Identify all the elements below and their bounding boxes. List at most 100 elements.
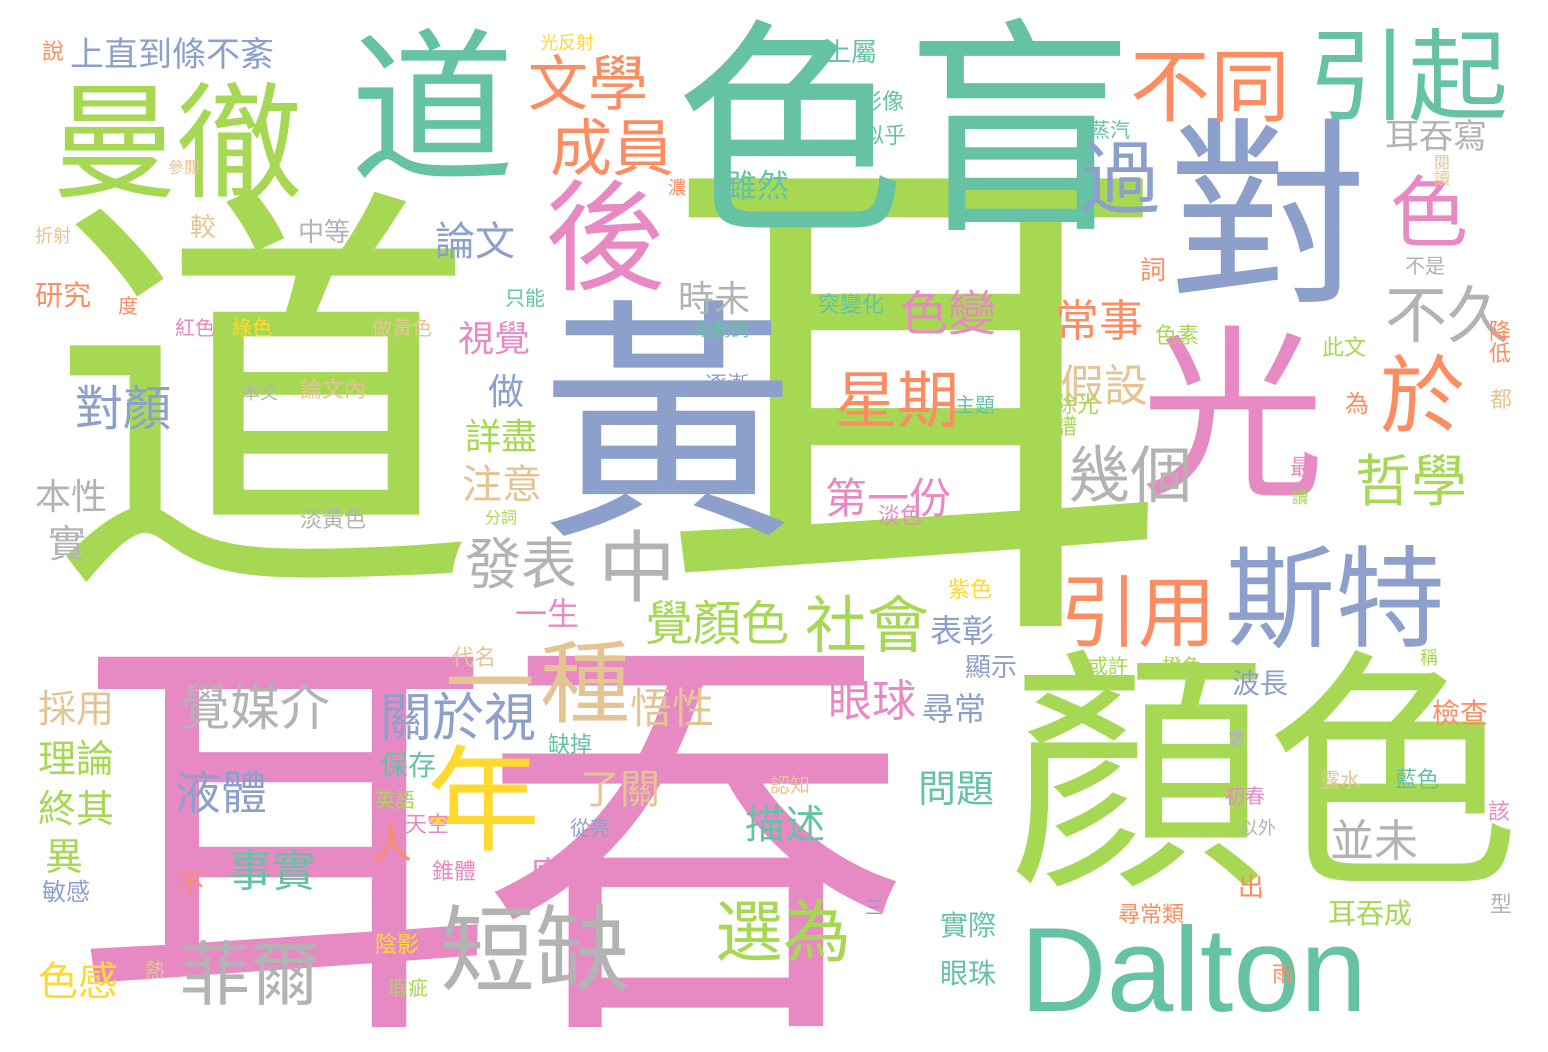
word-xunchanglei: 尋常類: [1118, 903, 1185, 928]
word-chuchun: 初春: [1225, 784, 1265, 808]
word-guang: 光: [1140, 309, 1325, 525]
word-zheshe: 折射: [35, 226, 71, 247]
word-wuxing: 悟性: [630, 684, 715, 733]
word-yanqiu: 眼球: [828, 676, 916, 727]
word-xiaci: 瑕疵: [388, 976, 428, 1000]
word-zhuyi: 注意: [462, 462, 542, 508]
word-zhudongci: 助動詞: [695, 320, 749, 341]
word-zhineng: 只能: [505, 286, 545, 310]
word-benxing: 本性: [35, 477, 108, 518]
word-manche: 曼徹: [52, 72, 302, 217]
word-chengse: 橙色: [1162, 654, 1202, 678]
word-sihu: 似乎: [862, 124, 907, 149]
word-huoxu: 或許: [1088, 654, 1128, 678]
word-se: 色: [1390, 169, 1469, 259]
word-jiangdi: 降低: [1488, 320, 1511, 367]
word-wenxue: 文學: [528, 50, 648, 120]
word-biaozhang: 表彰: [930, 612, 995, 650]
word-wei: 為: [1345, 390, 1369, 418]
word-wenti: 問題: [918, 767, 995, 811]
word-zhongqi: 終其: [38, 787, 115, 831]
word-luse: 綠色: [232, 316, 272, 340]
word-feier: 菲爾: [180, 934, 320, 1016]
word-zui: 最: [1290, 456, 1313, 481]
word-guangfanshe: 光反射: [540, 33, 594, 54]
word-yanse: 顏色: [1010, 629, 1521, 926]
word-shangshu: 上屬: [825, 38, 878, 68]
word-tubianhua: 突變化: [818, 293, 885, 318]
word-benwen: 本文: [242, 383, 278, 404]
word-hongse: 紅色: [175, 316, 215, 340]
word-jige: 幾個: [1068, 439, 1193, 512]
word-yu-rain: 雨: [1272, 963, 1295, 988]
word-duanque: 短缺: [440, 897, 631, 1007]
word-caiyong: 採用: [38, 687, 115, 731]
word-zuohuangse: 做黃色: [372, 316, 432, 340]
word-san: 三: [865, 898, 883, 919]
word-danse: 淡色: [878, 504, 923, 529]
word-yanjiu: 研究: [35, 279, 92, 312]
word-site: 斯特: [1225, 536, 1445, 664]
word-lunwennei: 論文內: [300, 378, 367, 403]
word-shi-real: 實: [48, 522, 87, 566]
word-shiji: 實際: [940, 909, 997, 942]
word-shehui: 社會: [805, 589, 930, 662]
word-fenci: 分詞: [485, 508, 518, 527]
word-zise: 紫色: [948, 578, 993, 603]
word-yi: 一: [445, 632, 535, 737]
word-bu: 不: [178, 870, 205, 900]
word-tiankong: 天空: [405, 813, 450, 838]
word-mingan: 敏感: [42, 878, 90, 906]
word-leguan: 了關: [580, 767, 660, 813]
word-nian: 年: [425, 735, 541, 869]
word-zhuti: 主題: [955, 393, 995, 417]
word-guanyushi: 關於視: [380, 689, 537, 749]
word-danhuangse: 淡黃色: [300, 508, 367, 533]
word-shishi: 事實: [228, 846, 316, 897]
word-quediao: 缺掉: [548, 733, 593, 758]
word-ciwen: 此文: [1322, 336, 1367, 361]
word-yiwai: 以外: [1240, 818, 1276, 839]
word-du: 讀: [1292, 488, 1309, 507]
word-dao-large: 道: [48, 155, 478, 655]
word-daiming: 代名: [452, 646, 497, 671]
word-bushi: 不是: [1405, 254, 1445, 278]
word-guo: 過: [1080, 133, 1160, 226]
word-diyifen: 第一份: [825, 474, 952, 523]
word-hou: 後: [545, 170, 665, 309]
word-yisheng: 一生: [515, 595, 580, 633]
word-ertuncheng: 耳吞成: [1328, 897, 1413, 930]
word-yeti: 液體: [175, 766, 267, 820]
word-zuo: 做: [488, 372, 525, 413]
word-suiran: 雖然: [725, 167, 790, 205]
word-xuanwei: 選為: [715, 894, 852, 973]
word-chengyuan: 成員: [550, 112, 675, 185]
word-yinqi: 引起: [1308, 19, 1508, 136]
word-congliang: 從亮: [570, 816, 610, 840]
word-chu: 出: [1238, 873, 1265, 903]
word-bingwei: 並未: [1330, 816, 1418, 867]
word-yinyong: 引用: [1060, 569, 1217, 659]
word-yingxiang: 影像: [860, 90, 905, 115]
word-segan: 色感: [38, 959, 118, 1005]
word-fabiao: 發表: [465, 533, 577, 598]
word-er-large: 耳: [655, 102, 1175, 708]
word-juemeijie: 覺媒介: [180, 679, 330, 737]
word-jiashe: 假設: [1060, 361, 1148, 412]
word-miaoshu: 描述: [745, 802, 825, 848]
word-bochang: 波長: [1232, 667, 1289, 700]
word-yi-diff: 異: [45, 835, 84, 879]
word-xing: 型: [1490, 893, 1513, 918]
word-yu: 於: [1380, 348, 1466, 447]
word-lanse: 藍色: [1395, 768, 1440, 793]
word-xiangjin: 詳盡: [465, 417, 538, 458]
word-dao-medium: 道: [350, 14, 515, 206]
word-yuedu: 閱讀: [1433, 153, 1450, 188]
word-jueyanse: 覺顏色: [645, 596, 790, 652]
word-lushui: 露水: [1320, 768, 1360, 792]
word-changshi: 常事: [1055, 296, 1143, 347]
word-zhong-type: 種: [540, 632, 630, 737]
word-zhengqi: 蒸汽: [1090, 118, 1130, 142]
word-lilun: 理論: [38, 737, 115, 781]
